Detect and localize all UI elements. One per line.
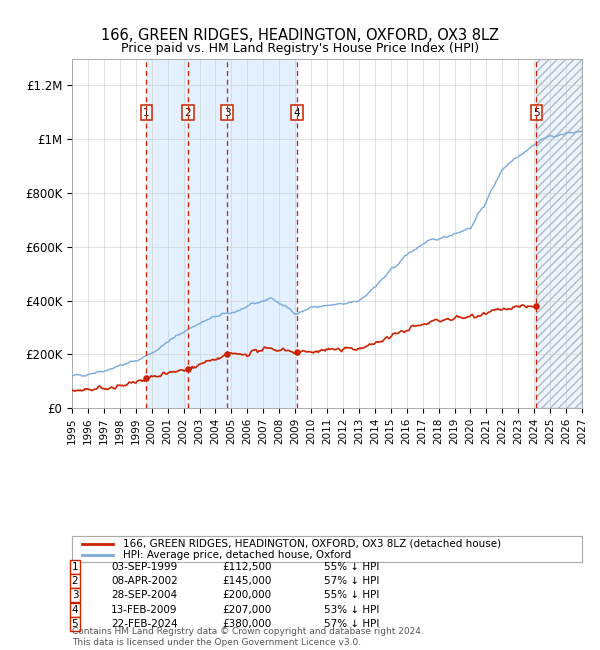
Text: 22-FEB-2024: 22-FEB-2024: [111, 619, 178, 629]
Text: 13-FEB-2009: 13-FEB-2009: [111, 604, 178, 615]
Text: 53% ↓ HPI: 53% ↓ HPI: [324, 604, 379, 615]
Text: 166, GREEN RIDGES, HEADINGTON, OXFORD, OX3 8LZ: 166, GREEN RIDGES, HEADINGTON, OXFORD, O…: [101, 28, 499, 44]
Text: 2: 2: [185, 108, 191, 118]
Text: £200,000: £200,000: [222, 590, 271, 601]
Text: 1: 1: [143, 108, 150, 118]
Text: 08-APR-2002: 08-APR-2002: [111, 576, 178, 586]
Bar: [146, 58, 188, 408]
Text: HPI: Average price, detached house, Oxford: HPI: Average price, detached house, Oxfo…: [123, 550, 351, 560]
Point: [183, 364, 193, 374]
Text: Contains HM Land Registry data © Crown copyright and database right 2024.
This d: Contains HM Land Registry data © Crown c…: [72, 627, 424, 647]
Bar: [536, 58, 582, 408]
Text: 28-SEP-2004: 28-SEP-2004: [111, 590, 177, 601]
Text: £380,000: £380,000: [222, 619, 271, 629]
Text: 5: 5: [533, 108, 540, 118]
Text: 55% ↓ HPI: 55% ↓ HPI: [324, 562, 379, 572]
Point: [223, 349, 232, 359]
Bar: [536, 58, 582, 408]
Point: [532, 301, 541, 311]
Text: £145,000: £145,000: [222, 576, 271, 586]
Text: 57% ↓ HPI: 57% ↓ HPI: [324, 619, 379, 629]
Text: 4: 4: [71, 604, 79, 615]
Text: 2: 2: [71, 576, 79, 586]
Text: 1: 1: [71, 562, 79, 572]
Point: [292, 347, 302, 358]
Text: 55% ↓ HPI: 55% ↓ HPI: [324, 590, 379, 601]
Text: 03-SEP-1999: 03-SEP-1999: [111, 562, 177, 572]
Text: £207,000: £207,000: [222, 604, 271, 615]
Text: £112,500: £112,500: [222, 562, 271, 572]
Point: [142, 372, 151, 383]
Text: 57% ↓ HPI: 57% ↓ HPI: [324, 576, 379, 586]
Text: 166, GREEN RIDGES, HEADINGTON, OXFORD, OX3 8LZ (detached house): 166, GREEN RIDGES, HEADINGTON, OXFORD, O…: [123, 539, 501, 549]
Text: 5: 5: [71, 619, 79, 629]
Bar: [227, 58, 297, 408]
Text: 3: 3: [71, 590, 79, 601]
Text: Price paid vs. HM Land Registry's House Price Index (HPI): Price paid vs. HM Land Registry's House …: [121, 42, 479, 55]
Bar: [188, 58, 227, 408]
Text: 3: 3: [224, 108, 230, 118]
Text: 4: 4: [294, 108, 301, 118]
